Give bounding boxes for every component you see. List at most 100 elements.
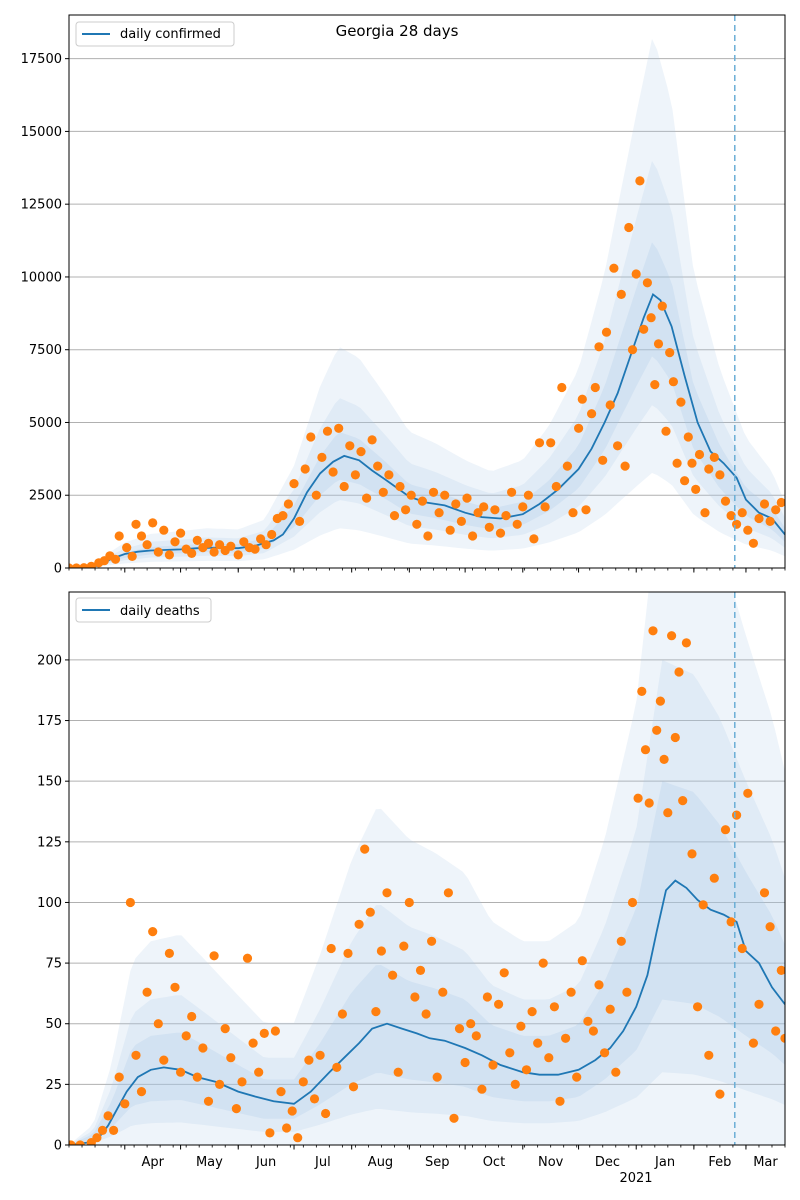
legend-label: daily deaths xyxy=(120,604,200,619)
data-point xyxy=(473,508,483,518)
data-point xyxy=(627,345,638,355)
data-point xyxy=(378,487,388,497)
data-point xyxy=(148,518,158,528)
data-point xyxy=(687,849,697,859)
data-point xyxy=(691,484,701,494)
data-point xyxy=(737,943,747,954)
data-point xyxy=(672,458,682,468)
legend-frame xyxy=(75,21,235,47)
data-point xyxy=(674,667,684,677)
x-month-label: Jun xyxy=(255,1155,276,1170)
data-point xyxy=(748,1038,759,1048)
data-point xyxy=(616,936,626,946)
data-point xyxy=(683,432,693,442)
data-point xyxy=(605,400,615,410)
data-point xyxy=(440,490,450,500)
data-point xyxy=(533,1038,543,1048)
data-point xyxy=(192,1072,202,1082)
data-point xyxy=(114,1072,124,1082)
y-tick-label: 75 xyxy=(45,957,62,972)
x-month-label: Feb xyxy=(708,1155,731,1170)
data-point xyxy=(577,394,587,404)
data-point xyxy=(348,1082,359,1092)
data-point xyxy=(110,554,121,564)
data-point xyxy=(482,992,492,1002)
data-point xyxy=(343,948,353,959)
data-point xyxy=(395,481,405,492)
data-point xyxy=(384,470,394,480)
data-point xyxy=(339,481,349,492)
data-point xyxy=(670,732,680,743)
y-tick-label: 12500 xyxy=(21,198,62,213)
data-point xyxy=(376,946,386,956)
data-point xyxy=(499,968,509,978)
data-point xyxy=(568,508,578,518)
data-point xyxy=(529,534,539,544)
data-point xyxy=(142,540,152,550)
data-point xyxy=(75,1140,85,1145)
data-point xyxy=(365,907,375,917)
data-point xyxy=(466,1019,476,1029)
data-point xyxy=(652,725,662,735)
data-point xyxy=(754,513,764,524)
data-point xyxy=(468,531,478,541)
data-point xyxy=(495,528,506,538)
x-month-label: Jul xyxy=(314,1155,331,1170)
data-point xyxy=(557,382,567,393)
data-point xyxy=(590,382,600,393)
data-point xyxy=(624,222,634,233)
axes-frame xyxy=(68,14,786,569)
data-point xyxy=(415,965,426,976)
data-point xyxy=(226,1053,236,1063)
x-month-label: Nov xyxy=(538,1155,564,1170)
data-point xyxy=(306,432,316,442)
data-point xyxy=(737,508,747,518)
y-tick-label: 0 xyxy=(54,562,62,577)
data-point xyxy=(594,980,604,990)
data-point xyxy=(577,956,587,966)
data-point xyxy=(345,441,355,451)
data-point xyxy=(613,441,623,451)
data-point xyxy=(653,339,664,349)
data-point xyxy=(445,525,455,535)
data-point xyxy=(259,1028,269,1038)
data-point xyxy=(462,493,472,503)
data-point xyxy=(709,873,719,883)
figure-title: Georgia 28 days xyxy=(336,22,459,40)
x-month-label: Oct xyxy=(483,1155,505,1170)
y-tick-label: 125 xyxy=(37,835,62,850)
data-point xyxy=(265,1128,275,1138)
data-point xyxy=(512,519,522,529)
data-point xyxy=(69,1140,76,1145)
data-point xyxy=(393,1067,403,1077)
data-point xyxy=(544,1053,554,1063)
data-point xyxy=(404,897,414,908)
data-point xyxy=(655,696,666,706)
data-point xyxy=(609,263,619,273)
data-point xyxy=(443,888,453,898)
data-point xyxy=(687,458,697,468)
data-point xyxy=(371,1007,381,1017)
data-point xyxy=(780,1033,785,1043)
data-point xyxy=(389,510,400,521)
data-point xyxy=(732,810,742,820)
data-point xyxy=(401,505,411,515)
data-point xyxy=(256,534,266,544)
data-point xyxy=(438,987,448,997)
data-point xyxy=(406,490,416,500)
data-point xyxy=(328,467,338,477)
data-point xyxy=(594,342,604,352)
data-point xyxy=(187,1011,197,1022)
data-point xyxy=(298,1077,308,1087)
data-point xyxy=(125,897,135,908)
data-point xyxy=(231,1104,241,1114)
data-point xyxy=(315,1050,325,1060)
data-point xyxy=(454,1024,465,1034)
y-tick-label: 7500 xyxy=(29,343,62,358)
data-point xyxy=(583,1016,593,1026)
data-point xyxy=(678,796,688,806)
data-point xyxy=(239,537,249,547)
data-point xyxy=(153,1019,163,1029)
data-point xyxy=(732,519,742,529)
